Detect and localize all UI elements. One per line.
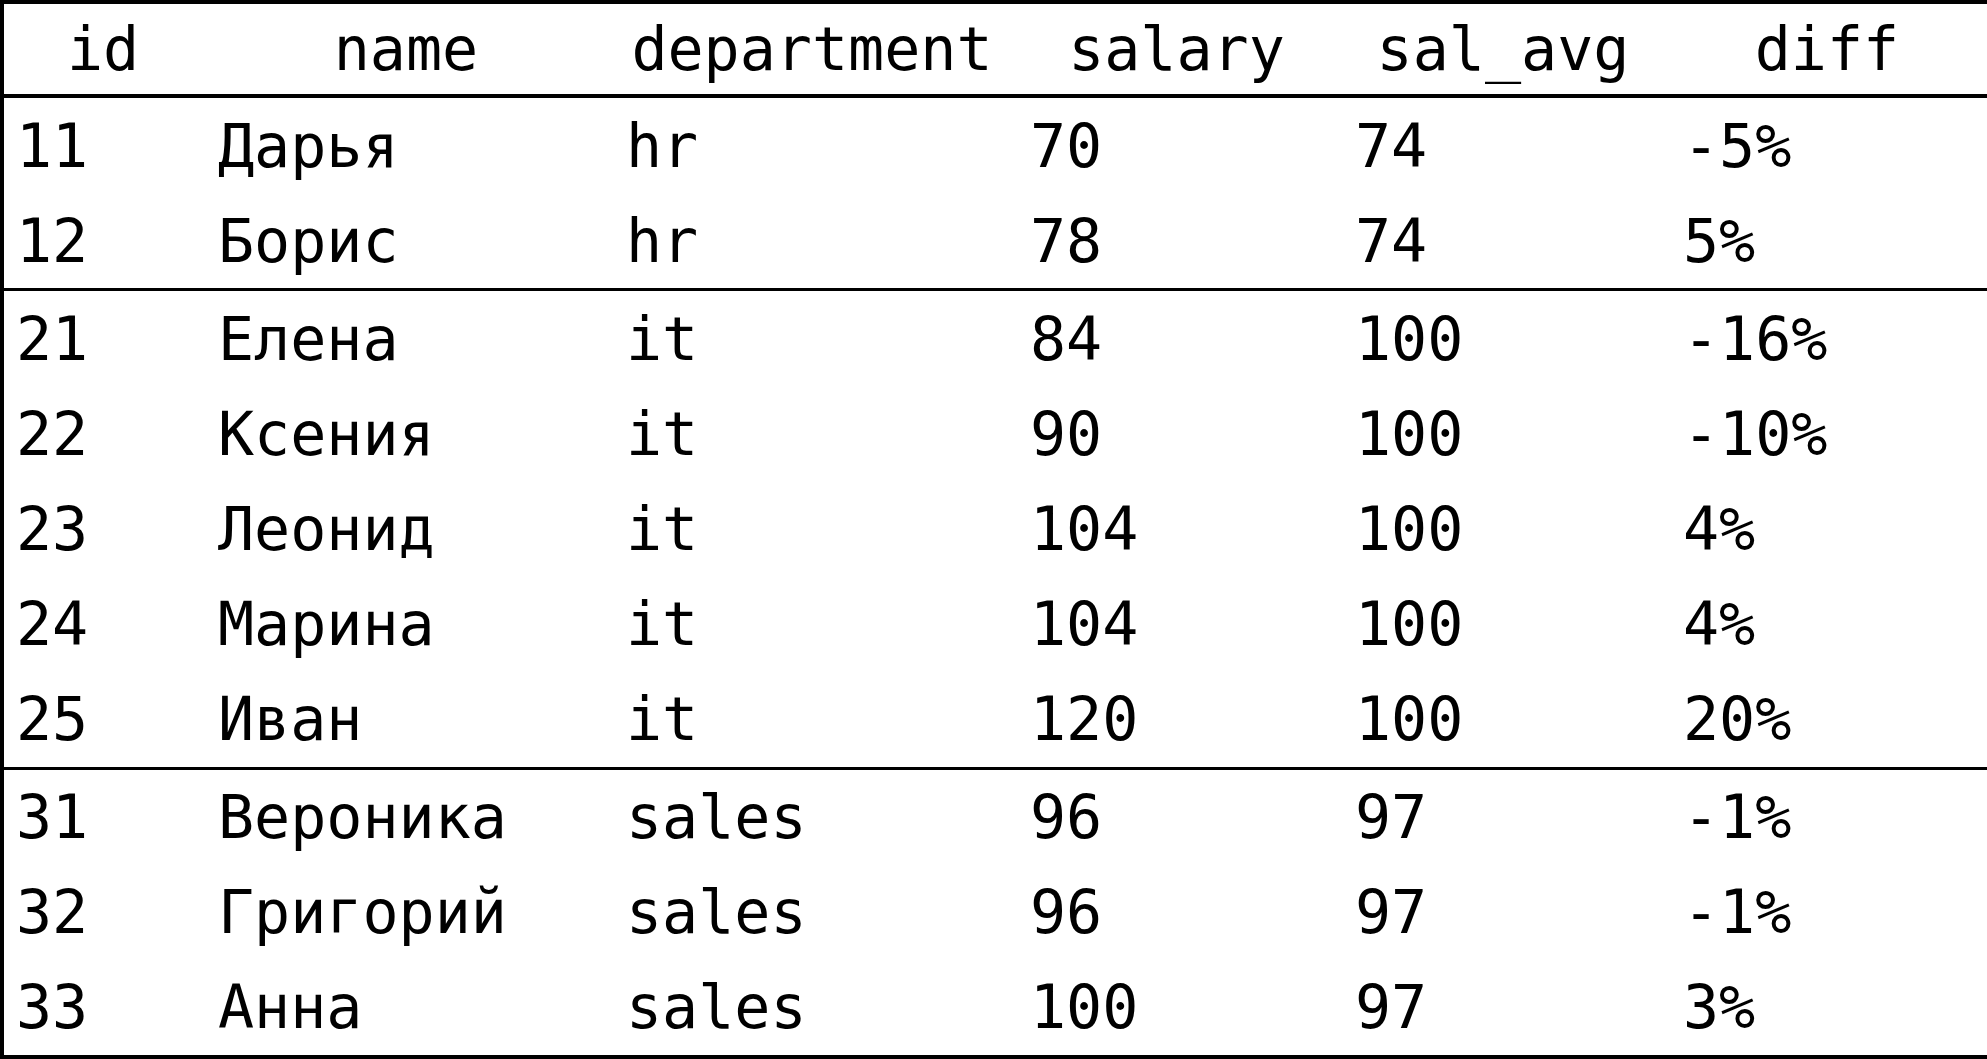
cell-sal-avg: 100 [1339,386,1667,481]
cell-id: 31 [2,768,202,865]
cell-department: sales [610,865,1014,960]
cell-salary: 70 [1014,96,1339,193]
cell-sal-avg: 97 [1339,960,1667,1057]
cell-name: Ксения [202,386,610,481]
cell-name: Анна [202,960,610,1057]
cell-salary: 96 [1014,865,1339,960]
cell-diff: -1% [1667,768,1987,865]
table-row: 12 Борис hr 78 74 5% [2,193,1987,290]
table-row: 31 Вероника sales 96 97 -1% [2,768,1987,865]
table-row: 32 Григорий sales 96 97 -1% [2,865,1987,960]
cell-salary: 100 [1014,960,1339,1057]
cell-name: Вероника [202,768,610,865]
cell-diff: -16% [1667,290,1987,387]
cell-salary: 96 [1014,768,1339,865]
cell-department: it [610,576,1014,671]
cell-id: 23 [2,481,202,576]
cell-department: hr [610,96,1014,193]
table-row: 21 Елена it 84 100 -16% [2,290,1987,387]
cell-salary: 104 [1014,576,1339,671]
cell-sal-avg: 74 [1339,96,1667,193]
cell-diff: 5% [1667,193,1987,290]
column-header-name: name [202,2,610,96]
cell-name: Марина [202,576,610,671]
table-row: 25 Иван it 120 100 20% [2,672,1987,769]
cell-department: hr [610,193,1014,290]
cell-salary: 84 [1014,290,1339,387]
cell-sal-avg: 100 [1339,672,1667,769]
cell-name: Елена [202,290,610,387]
salary-table-page: id name department salary sal_avg diff 1… [0,0,1987,1059]
cell-department: it [610,481,1014,576]
cell-diff: -5% [1667,96,1987,193]
column-header-department: department [610,2,1014,96]
cell-id: 21 [2,290,202,387]
cell-name: Григорий [202,865,610,960]
cell-sal-avg: 74 [1339,193,1667,290]
table-row: 23 Леонид it 104 100 4% [2,481,1987,576]
cell-salary: 78 [1014,193,1339,290]
cell-sal-avg: 100 [1339,576,1667,671]
column-header-diff: diff [1667,2,1987,96]
cell-diff: 4% [1667,481,1987,576]
cell-diff: 20% [1667,672,1987,769]
cell-id: 33 [2,960,202,1057]
column-header-id: id [2,2,202,96]
cell-department: sales [610,768,1014,865]
cell-sal-avg: 100 [1339,290,1667,387]
cell-salary: 104 [1014,481,1339,576]
table-row: 24 Марина it 104 100 4% [2,576,1987,671]
cell-id: 25 [2,672,202,769]
cell-id: 11 [2,96,202,193]
cell-department: it [610,672,1014,769]
table-row: 33 Анна sales 100 97 3% [2,960,1987,1057]
table-row: 22 Ксения it 90 100 -10% [2,386,1987,481]
column-header-salary: salary [1014,2,1339,96]
cell-id: 12 [2,193,202,290]
cell-name: Иван [202,672,610,769]
cell-department: it [610,386,1014,481]
cell-name: Дарья [202,96,610,193]
cell-id: 32 [2,865,202,960]
cell-salary: 90 [1014,386,1339,481]
cell-id: 22 [2,386,202,481]
cell-diff: -10% [1667,386,1987,481]
cell-name: Борис [202,193,610,290]
salary-table: id name department salary sal_avg diff 1… [0,0,1987,1059]
cell-name: Леонид [202,481,610,576]
header-row: id name department salary sal_avg diff [2,2,1987,96]
cell-sal-avg: 97 [1339,768,1667,865]
table-row: 11 Дарья hr 70 74 -5% [2,96,1987,193]
cell-salary: 120 [1014,672,1339,769]
cell-diff: -1% [1667,865,1987,960]
cell-sal-avg: 100 [1339,481,1667,576]
column-header-sal-avg: sal_avg [1339,2,1667,96]
cell-diff: 4% [1667,576,1987,671]
cell-id: 24 [2,576,202,671]
cell-department: it [610,290,1014,387]
cell-sal-avg: 97 [1339,865,1667,960]
cell-department: sales [610,960,1014,1057]
cell-diff: 3% [1667,960,1987,1057]
